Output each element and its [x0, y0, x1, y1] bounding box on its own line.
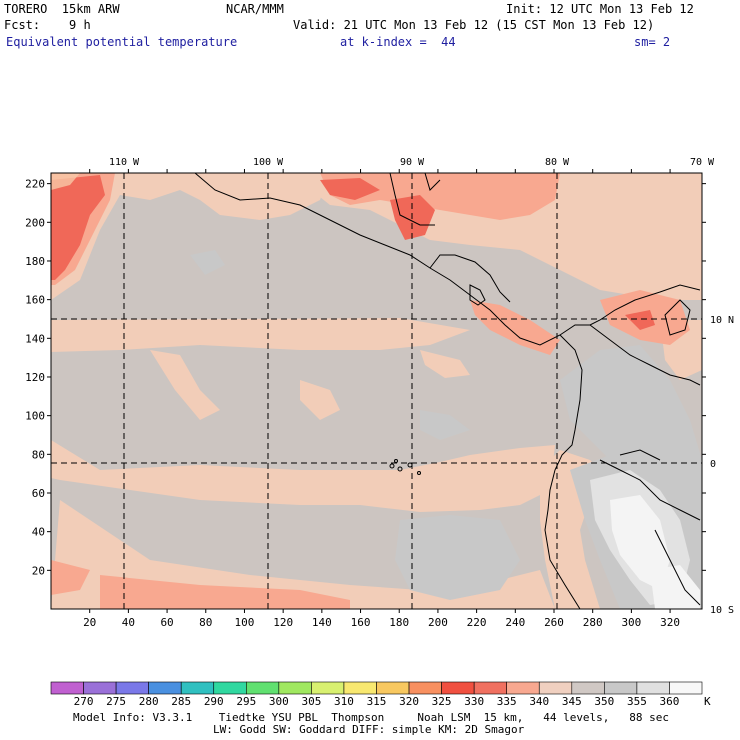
colorbar-level-label: 350	[594, 695, 614, 708]
colorbar-swatch	[50, 681, 84, 695]
colorbar-swatch	[636, 681, 670, 695]
y-tick-label: 60	[32, 487, 45, 500]
theta-e-360-shading	[610, 495, 700, 609]
colorbar-swatch	[538, 681, 573, 695]
colorbar-level-label: 280	[139, 695, 159, 708]
colorbar-swatch	[148, 681, 182, 695]
x-tick-label: 140	[312, 616, 332, 629]
latitude-label: 0	[710, 459, 716, 470]
y-tick-label: 160	[25, 294, 45, 307]
longitude-label: 70 W	[690, 157, 715, 168]
theta-e-335-shading	[51, 173, 690, 609]
colorbar-swatch	[343, 681, 377, 695]
colorbar-level-label: 325	[432, 695, 452, 708]
y-tick-label: 120	[25, 371, 45, 384]
map-axis-labels: 20 40 60 80 100 120 140 160 180 200 220 20 40 60 80 100…	[25, 157, 734, 629]
colorbar-level-label: 305	[301, 695, 321, 708]
y-tick-label: 200	[25, 216, 45, 229]
theta-e-340-shading	[51, 173, 702, 609]
colorbar-level-label: 340	[529, 695, 549, 708]
colorbar-level-label: 285	[171, 695, 191, 708]
map-frame	[50, 172, 703, 610]
theta-e-330-shading	[51, 175, 655, 330]
x-tick-label: 280	[583, 616, 603, 629]
colorbar-swatch	[441, 681, 475, 695]
x-tick-label: 320	[660, 616, 680, 629]
colorbar-level-label: 310	[334, 695, 354, 708]
colorbar-level-label: 290	[204, 695, 224, 708]
colorbar-swatch	[376, 681, 410, 695]
colorbar-swatch	[506, 681, 540, 695]
colorbar-swatch	[278, 681, 312, 695]
colorbar-level-label: 355	[627, 695, 647, 708]
colorbar-swatch	[408, 681, 442, 695]
colorbar-swatch	[571, 681, 605, 695]
x-tick-label: 300	[621, 616, 641, 629]
colorbar-unit: K	[704, 695, 711, 708]
valid-time: Valid: 21 UTC Mon 13 Feb 12 (15 CST Mon …	[293, 18, 655, 32]
smoothing-label: sm= 2	[634, 35, 671, 49]
x-tick-label: 200	[428, 616, 448, 629]
colorbar-level-label: 360	[660, 695, 680, 708]
x-tick-label: 160	[351, 616, 371, 629]
longitude-label: 80 W	[545, 157, 570, 168]
coastlines	[194, 173, 701, 609]
colorbar-level-label: 300	[269, 695, 289, 708]
theta-e-325-shading	[51, 173, 80, 190]
x-tick-label: 120	[273, 616, 293, 629]
init-time: Init: 12 UTC Mon 13 Feb 12	[506, 2, 694, 16]
latitude-label: 10 S	[710, 605, 734, 616]
y-tick-label: 180	[25, 255, 45, 268]
colorbar-level-label: 320	[399, 695, 419, 708]
longitude-label: 110 W	[109, 157, 140, 168]
colorbar-swatch	[669, 681, 703, 695]
x-tick-label: 100	[235, 616, 255, 629]
forecast-hour: Fcst: 9 h	[4, 18, 91, 32]
level-label: at k-index = 44	[340, 35, 456, 49]
x-tick-label: 260	[544, 616, 564, 629]
x-tick-label: 220	[467, 616, 487, 629]
graticule	[51, 173, 702, 609]
colorbar-level-label: 330	[464, 695, 484, 708]
organization-label: NCAR/MMM	[226, 2, 284, 16]
colorbar-swatch	[83, 681, 117, 695]
y-tick-label: 220	[25, 178, 45, 191]
colorbar-level-label: 315	[367, 695, 387, 708]
colorbar-swatch	[180, 681, 215, 695]
latitude-label: 10 N	[710, 315, 734, 326]
longitude-label: 90 W	[400, 157, 425, 168]
colorbar-level-label: 275	[106, 695, 126, 708]
colorbar-swatch	[246, 681, 280, 695]
y-tick-label: 100	[25, 410, 45, 423]
x-tick-label: 240	[505, 616, 525, 629]
x-tick-label: 80	[199, 616, 212, 629]
y-tick-label: 80	[32, 448, 45, 461]
colorbar-swatch	[473, 681, 507, 695]
x-tick-label: 180	[389, 616, 409, 629]
longitude-label: 100 W	[253, 157, 284, 168]
colorbar-level-label: 345	[562, 695, 582, 708]
colorbar-swatch	[604, 681, 638, 695]
y-tick-label: 40	[32, 526, 45, 539]
model-info-line2: LW: Godd SW: Goddard DIFF: simple KM: 2D…	[213, 723, 525, 736]
colorbar-level-label: 295	[236, 695, 256, 708]
map-plot-area	[51, 173, 702, 609]
x-tick-label: 40	[122, 616, 135, 629]
x-tick-label: 60	[160, 616, 173, 629]
colorbar: 270 275 280 285 290 295 300 305 310 315 320 325 330 3…	[50, 681, 711, 708]
model-info-line1: Model Info: V3.3.1 Tiedtke YSU PBL Thomp…	[73, 711, 670, 724]
map-ticks	[47, 169, 706, 613]
colorbar-swatch	[115, 681, 149, 695]
model-title: TORERO 15km ARW	[4, 2, 120, 16]
colorbar-level-label: 270	[74, 695, 94, 708]
colorbar-swatch	[311, 681, 345, 695]
y-tick-label: 20	[32, 564, 45, 577]
colorbar-level-label: 335	[497, 695, 517, 708]
x-tick-label: 20	[83, 616, 96, 629]
y-tick-label: 140	[25, 332, 45, 345]
colorbar-swatch	[213, 681, 247, 695]
field-name: Equivalent potential temperature	[6, 35, 238, 49]
